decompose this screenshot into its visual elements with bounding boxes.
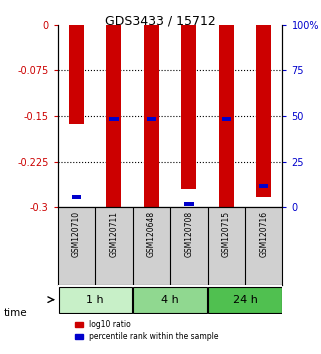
Bar: [219, 25, 234, 207]
FancyBboxPatch shape: [208, 287, 282, 313]
Bar: [144, 25, 159, 207]
Bar: [107, 25, 121, 207]
Bar: [259, 184, 268, 188]
Text: GDS3433 / 15712: GDS3433 / 15712: [105, 14, 216, 27]
Bar: [109, 117, 119, 121]
Legend: log10 ratio, percentile rank within the sample: log10 ratio, percentile rank within the …: [73, 318, 221, 343]
Text: GSM120711: GSM120711: [109, 211, 118, 257]
Bar: [256, 25, 271, 197]
FancyBboxPatch shape: [58, 287, 132, 313]
Bar: [184, 202, 194, 206]
Text: 24 h: 24 h: [233, 295, 257, 305]
Bar: [181, 25, 196, 189]
Bar: [221, 117, 231, 121]
Text: time: time: [3, 308, 27, 318]
Bar: [147, 117, 156, 121]
Bar: [72, 195, 81, 199]
Text: GSM120715: GSM120715: [222, 211, 231, 257]
Text: 1 h: 1 h: [86, 295, 104, 305]
Text: GSM120716: GSM120716: [259, 211, 268, 257]
Text: 4 h: 4 h: [161, 295, 179, 305]
Text: GSM120648: GSM120648: [147, 211, 156, 257]
Text: GSM120710: GSM120710: [72, 211, 81, 257]
FancyBboxPatch shape: [134, 287, 207, 313]
Text: GSM120708: GSM120708: [184, 211, 193, 257]
Bar: [69, 25, 84, 124]
